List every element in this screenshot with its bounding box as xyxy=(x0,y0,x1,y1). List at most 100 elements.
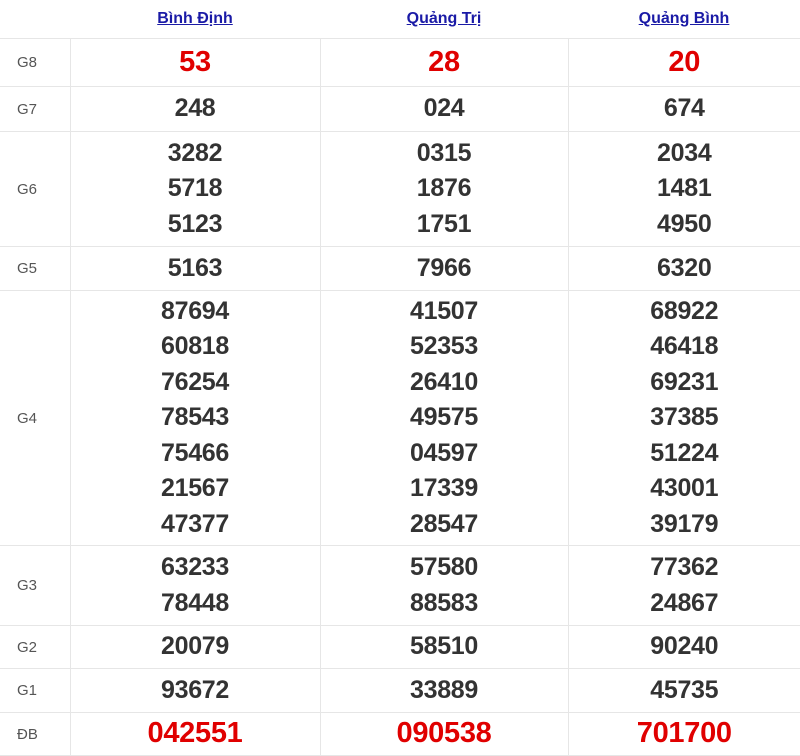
province-link-binh-dinh[interactable]: Bình Định xyxy=(157,10,233,27)
prize-cell: 6320 xyxy=(568,247,800,291)
prize-number: 024 xyxy=(321,91,568,127)
prize-cell: 90240 xyxy=(568,626,800,669)
prize-number: 90240 xyxy=(569,629,800,665)
prize-number: 1481 xyxy=(569,171,800,207)
prize-cell: 7966 xyxy=(320,247,568,291)
prize-number: 60818 xyxy=(71,329,320,365)
prize-number: 28547 xyxy=(321,507,568,543)
prize-cell: 20 xyxy=(568,39,800,87)
prize-number: 3282 xyxy=(71,136,320,172)
prize-number: 53 xyxy=(71,45,320,81)
header-province: Bình Định xyxy=(70,0,320,39)
prize-number: 24867 xyxy=(569,586,800,622)
prize-number: 37385 xyxy=(569,400,800,436)
prize-label: G8 xyxy=(0,39,70,87)
prize-number: 41507 xyxy=(321,294,568,330)
prize-cell: 674 xyxy=(568,87,800,132)
province-link-quang-binh[interactable]: Quảng Bình xyxy=(639,10,730,27)
prize-number: 5163 xyxy=(71,251,320,287)
prize-number: 248 xyxy=(71,91,320,127)
prize-number: 58510 xyxy=(321,629,568,665)
prize-number: 47377 xyxy=(71,507,320,543)
prize-cell: 53 xyxy=(70,39,320,87)
prize-cell: 20079 xyxy=(70,626,320,669)
prize-label: ĐB xyxy=(0,713,70,756)
header-province: Quảng Trị xyxy=(320,0,568,39)
prize-number: 75466 xyxy=(71,436,320,472)
prize-cell: 042551 xyxy=(70,713,320,756)
prize-number: 76254 xyxy=(71,365,320,401)
header-row: Bình Định Quảng Trị Quảng Bình xyxy=(0,0,800,39)
prize-number: 77362 xyxy=(569,550,800,586)
prize-cell: 58510 xyxy=(320,626,568,669)
prize-number: 45735 xyxy=(569,673,800,709)
prize-number: 090538 xyxy=(321,716,568,752)
prize-number: 28 xyxy=(321,45,568,81)
prize-label: G1 xyxy=(0,669,70,713)
prize-number: 69231 xyxy=(569,365,800,401)
prize-cell: 28 xyxy=(320,39,568,87)
prize-number: 51224 xyxy=(569,436,800,472)
prize-number: 43001 xyxy=(569,471,800,507)
prize-label: G2 xyxy=(0,626,70,669)
prize-number: 4950 xyxy=(569,207,800,243)
prize-number: 46418 xyxy=(569,329,800,365)
prize-number: 78448 xyxy=(71,586,320,622)
prize-number: 93672 xyxy=(71,673,320,709)
prize-number: 52353 xyxy=(321,329,568,365)
prize-number: 5718 xyxy=(71,171,320,207)
prize-number: 26410 xyxy=(321,365,568,401)
prize-number: 87694 xyxy=(71,294,320,330)
prize-number: 04597 xyxy=(321,436,568,472)
prize-number: 63233 xyxy=(71,550,320,586)
prize-label: G6 xyxy=(0,132,70,247)
prize-label: G7 xyxy=(0,87,70,132)
prize-number: 1751 xyxy=(321,207,568,243)
prize-number: 701700 xyxy=(569,716,800,752)
prize-cell: 248 xyxy=(70,87,320,132)
prize-label: G5 xyxy=(0,247,70,291)
header-empty xyxy=(0,0,70,39)
prize-number: 7966 xyxy=(321,251,568,287)
prize-cell: 090538 xyxy=(320,713,568,756)
province-link-quang-tri[interactable]: Quảng Trị xyxy=(407,10,482,27)
prize-label: G4 xyxy=(0,291,70,546)
prize-number: 20 xyxy=(569,45,800,81)
prize-number: 33889 xyxy=(321,673,568,709)
prize-number: 0315 xyxy=(321,136,568,172)
prize-number: 49575 xyxy=(321,400,568,436)
prize-cell: 45735 xyxy=(568,669,800,713)
prize-number: 17339 xyxy=(321,471,568,507)
prize-cell: 024 xyxy=(320,87,568,132)
header-province: Quảng Bình xyxy=(568,0,800,39)
prize-number: 5123 xyxy=(71,207,320,243)
prize-number: 6320 xyxy=(569,251,800,287)
prize-number: 39179 xyxy=(569,507,800,543)
prize-number: 2034 xyxy=(569,136,800,172)
prize-cell: 93672 xyxy=(70,669,320,713)
prize-cell: 5163 xyxy=(70,247,320,291)
prize-number: 68922 xyxy=(569,294,800,330)
prize-number: 1876 xyxy=(321,171,568,207)
prize-number: 78543 xyxy=(71,400,320,436)
prize-number: 674 xyxy=(569,91,800,127)
prize-number: 57580 xyxy=(321,550,568,586)
prize-number: 88583 xyxy=(321,586,568,622)
prize-number: 21567 xyxy=(71,471,320,507)
